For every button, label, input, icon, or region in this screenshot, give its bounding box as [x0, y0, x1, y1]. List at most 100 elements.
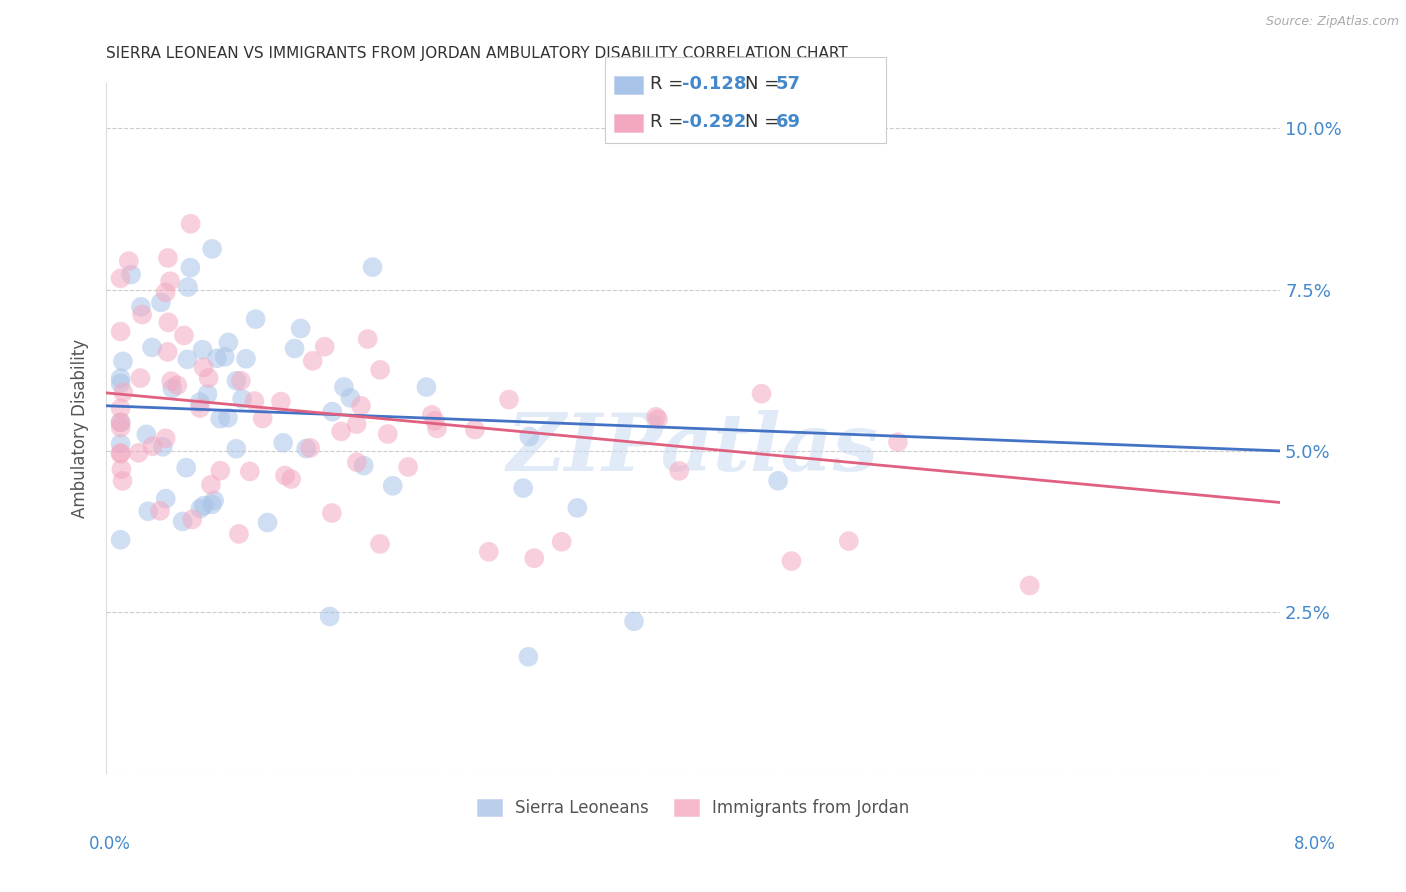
Point [110, 462, 132, 476]
Point [149, 504, 172, 518]
Point [498, 392, 520, 407]
Point [181, 512, 204, 526]
Point [110, 437, 132, 451]
Point [887, 435, 910, 450]
Point [205, 351, 228, 366]
Point [135, 427, 157, 442]
Point [166, 378, 188, 392]
Point [270, 394, 292, 409]
Point [176, 352, 198, 367]
Point [149, 295, 172, 310]
Text: ZIPatlas: ZIPatlas [508, 410, 879, 488]
Point [766, 474, 789, 488]
Point [110, 401, 132, 416]
Point [110, 420, 132, 434]
Point [180, 217, 202, 231]
Point [333, 380, 356, 394]
Point [191, 343, 214, 357]
Point [647, 412, 669, 426]
Point [157, 315, 180, 329]
Point [368, 363, 391, 377]
Point [129, 300, 152, 314]
Point [478, 545, 501, 559]
Point [155, 491, 177, 506]
Point [201, 242, 224, 256]
Point [377, 427, 399, 442]
Point [838, 534, 860, 549]
Point [245, 312, 267, 326]
Point [112, 385, 135, 400]
Point [284, 342, 307, 356]
Point [751, 386, 773, 401]
Point [110, 533, 132, 547]
Point [111, 354, 134, 368]
Point [243, 394, 266, 409]
Point [159, 274, 181, 288]
Point [155, 431, 177, 445]
Text: 57: 57 [776, 76, 801, 94]
Point [668, 464, 690, 478]
Point [318, 609, 340, 624]
Point [214, 350, 236, 364]
Point [217, 410, 239, 425]
Point [162, 381, 184, 395]
Point [314, 340, 336, 354]
Point [231, 392, 253, 406]
Point [177, 280, 200, 294]
Point [179, 260, 201, 275]
Text: R =: R = [650, 113, 689, 131]
Point [110, 371, 132, 385]
Point [209, 464, 232, 478]
Point [110, 325, 132, 339]
Point [623, 614, 645, 628]
Point [645, 409, 668, 424]
Point [361, 260, 384, 275]
Text: -0.128: -0.128 [682, 76, 747, 94]
Point [217, 335, 239, 350]
Text: Source: ZipAtlas.com: Source: ZipAtlas.com [1265, 15, 1399, 28]
Point [202, 493, 225, 508]
Point [368, 537, 391, 551]
Point [131, 308, 153, 322]
Point [172, 515, 194, 529]
Point [321, 506, 343, 520]
Point [271, 435, 294, 450]
Point [120, 268, 142, 282]
Point [174, 460, 197, 475]
Point [280, 472, 302, 486]
Point [346, 455, 368, 469]
Point [256, 516, 278, 530]
Point [136, 504, 159, 518]
Point [229, 374, 252, 388]
Point [350, 399, 373, 413]
Point [156, 344, 179, 359]
Point [209, 411, 232, 425]
Point [295, 442, 318, 456]
Point [301, 354, 323, 368]
Text: 69: 69 [776, 113, 801, 131]
Text: R =: R = [650, 76, 689, 94]
Point [239, 464, 262, 478]
Point [415, 380, 437, 394]
Point [235, 351, 257, 366]
Point [110, 271, 132, 285]
Text: 8.0%: 8.0% [1294, 835, 1336, 853]
Point [111, 474, 134, 488]
Point [160, 374, 183, 388]
Point [274, 468, 297, 483]
Point [110, 415, 132, 429]
Text: N =: N = [745, 76, 785, 94]
Point [193, 360, 215, 375]
Point [330, 425, 353, 439]
Point [321, 404, 343, 418]
Point [381, 479, 404, 493]
Point [129, 371, 152, 385]
Point [523, 551, 546, 566]
Point [110, 446, 132, 460]
Point [357, 332, 380, 346]
Point [197, 371, 219, 385]
Point [396, 460, 419, 475]
Point [517, 429, 540, 443]
Point [201, 497, 224, 511]
Point [353, 458, 375, 473]
